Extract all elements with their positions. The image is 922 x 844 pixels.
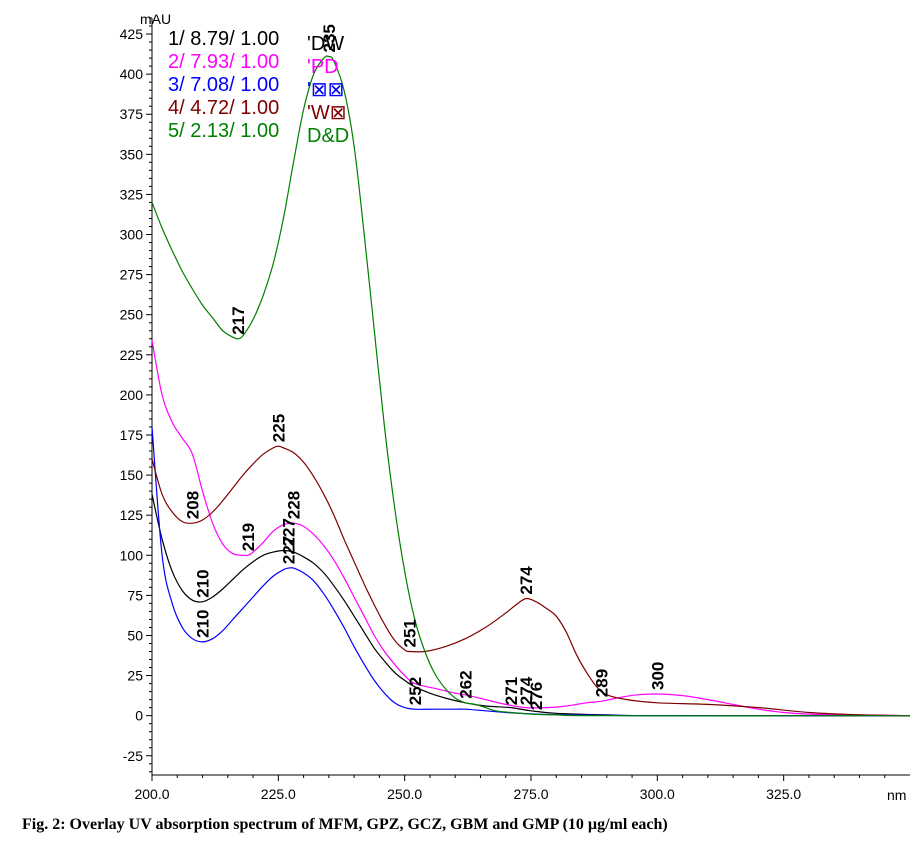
y-tick-label: 350 xyxy=(120,146,144,162)
peak-label: 228 xyxy=(285,491,304,519)
peak-label: 262 xyxy=(456,670,475,698)
y-tick-label: 375 xyxy=(120,106,144,122)
x-tick-label: 200.0 xyxy=(134,786,169,802)
series-line-4 xyxy=(151,445,911,717)
peak-label: 300 xyxy=(648,662,667,690)
series-lines xyxy=(151,55,911,717)
series-line-2 xyxy=(151,340,911,717)
x-tick-label: 300.0 xyxy=(640,786,675,802)
y-tick-label: 0 xyxy=(135,708,143,724)
legend-name-4: 'W⊠ xyxy=(307,102,346,124)
peak-label: 210 xyxy=(193,610,212,638)
legend-entry-3: 3/ 7.08/ 1.00 xyxy=(168,74,279,96)
y-tick-label: 100 xyxy=(120,547,144,563)
y-tick-label: 175 xyxy=(120,427,144,443)
y-tick-label: 300 xyxy=(120,227,144,243)
series-line-3 xyxy=(151,426,911,717)
peak-label: 289 xyxy=(593,669,612,697)
legend: 1/ 8.79/ 1.00 'DW 2/ 7.93/ 1.00 'PD 3/ 7.08/… xyxy=(168,28,349,147)
legend-name-1: 'DW xyxy=(307,33,344,55)
peak-label: 252 xyxy=(406,677,425,705)
legend-entry-4: 4/ 4.72/ 1.00 xyxy=(168,97,279,119)
y-tick-label: 50 xyxy=(127,627,143,643)
uv-overlay-chart: -25 0 25 50 75 100 125 150 175 200 225 250 275 300 325… xyxy=(120,11,911,803)
series-line-1 xyxy=(151,494,911,717)
peak-label: 208 xyxy=(183,491,202,519)
y-tick-label: 200 xyxy=(120,387,144,403)
y-tick-label: 325 xyxy=(120,186,144,202)
peak-label: 219 xyxy=(239,523,258,551)
legend-entry-1: 1/ 8.79/ 1.00 xyxy=(168,28,279,50)
y-tick-label: 225 xyxy=(120,347,144,363)
peak-label: 227 xyxy=(279,536,298,564)
peak-label: 271 xyxy=(502,677,521,705)
peak-label: 276 xyxy=(527,682,546,710)
x-tick-label: 225.0 xyxy=(261,786,296,802)
x-tick-label: 325.0 xyxy=(766,786,801,802)
y-tick-label: 125 xyxy=(120,507,144,523)
y-tick-label: 25 xyxy=(127,668,143,684)
peak-label: 227 xyxy=(279,518,298,546)
legend-entry-5: 5/ 2.13/ 1.00 xyxy=(168,120,279,142)
peak-label: 274 xyxy=(517,676,536,705)
legend-name-3: '⊠⊠ xyxy=(307,79,344,101)
peak-label: 217 xyxy=(229,306,248,334)
peak-label: 235 xyxy=(320,24,339,52)
legend-name-5: D&D xyxy=(307,125,349,147)
y-axis-unit: mAU xyxy=(140,11,171,27)
x-tick-label: 250.0 xyxy=(387,786,422,802)
peak-label: 225 xyxy=(269,414,288,442)
y-tick-label: 250 xyxy=(120,307,144,323)
y-tick-label: 400 xyxy=(120,66,144,82)
y-tick-label: -25 xyxy=(123,748,143,764)
peak-label: 274 xyxy=(517,566,536,595)
legend-entry-2: 2/ 7.93/ 1.00 xyxy=(168,51,279,73)
y-tick-label: 275 xyxy=(120,267,144,283)
peak-label: 210 xyxy=(193,569,212,597)
legend-name-2: 'PD xyxy=(307,56,339,78)
tick-marks: -25 0 25 50 75 100 125 150 175 200 225 250 275 300 325… xyxy=(120,17,886,802)
y-tick-label: 150 xyxy=(120,467,144,483)
peak-labels: 210 227 274 219 228 289 300 210 227 252 276 208 225 2… xyxy=(183,24,667,710)
figure-caption: Fig. 2: Overlay UV absorption spectrum o… xyxy=(22,816,668,833)
series-line-5 xyxy=(151,55,911,717)
x-tick-label: 275.0 xyxy=(513,786,548,802)
y-tick-label: 75 xyxy=(127,587,143,603)
peak-label: 251 xyxy=(401,619,420,647)
x-axis-unit: nm xyxy=(887,787,906,803)
y-tick-label: 425 xyxy=(120,26,144,42)
